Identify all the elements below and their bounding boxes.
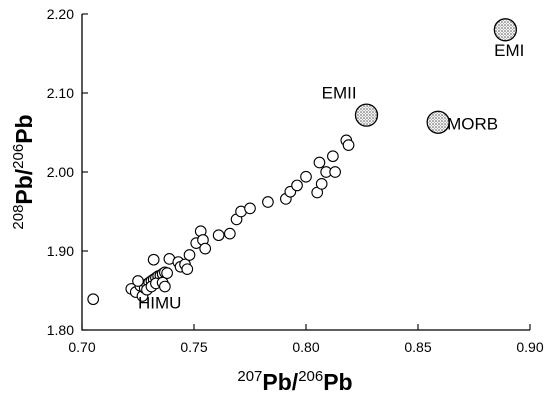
label-emii: EMII [322, 84, 357, 103]
data-point [87, 293, 100, 306]
data-point [327, 150, 339, 163]
y-tick-label: 2.10 [47, 85, 74, 101]
data-point [181, 263, 194, 276]
x-tick-label: 0.70 [68, 339, 95, 355]
end-members [354, 18, 518, 134]
data-point [223, 227, 236, 240]
y-tick-label: 2.20 [47, 6, 74, 22]
y-axis-title: 208Pb/206Pb [10, 114, 37, 229]
data-point [329, 166, 341, 178]
data-point [212, 229, 225, 242]
x-tick-label: 0.75 [180, 339, 207, 355]
data-point [313, 156, 326, 169]
x-tick-label: 0.90 [516, 339, 543, 355]
x-tick-label: 0.80 [292, 339, 319, 355]
data-point [159, 280, 171, 293]
x-tick-label: 0.85 [404, 339, 431, 355]
data-point [342, 139, 355, 151]
data-point [132, 275, 144, 287]
data-point [244, 202, 256, 215]
data-point [161, 267, 173, 279]
data-point [300, 170, 312, 183]
end-member-emii [354, 103, 379, 127]
ticks: 0.70 0.75 0.80 0.85 0.90 1.80 1.90 2.00 2.10 2.20 [47, 6, 544, 355]
data-point [262, 196, 274, 208]
label-emi: EMI [494, 41, 524, 60]
y-tick-label: 2.00 [47, 164, 74, 180]
y-tick-label: 1.90 [47, 243, 74, 259]
data-point [147, 253, 160, 266]
x-axis-title: 207Pb/206Pb [237, 368, 352, 394]
data-point [199, 242, 212, 255]
data-point [291, 179, 303, 192]
data-point [183, 249, 196, 261]
end-member-morb [426, 110, 450, 134]
data-points [87, 134, 355, 306]
label-himu: HIMU [138, 294, 181, 313]
label-morb: MORB [447, 114, 498, 133]
end-member-emi [493, 18, 518, 42]
y-tick-label: 1.80 [47, 322, 74, 338]
annotations: EMI EMII MORB HIMU [138, 41, 524, 313]
data-point [315, 178, 328, 190]
